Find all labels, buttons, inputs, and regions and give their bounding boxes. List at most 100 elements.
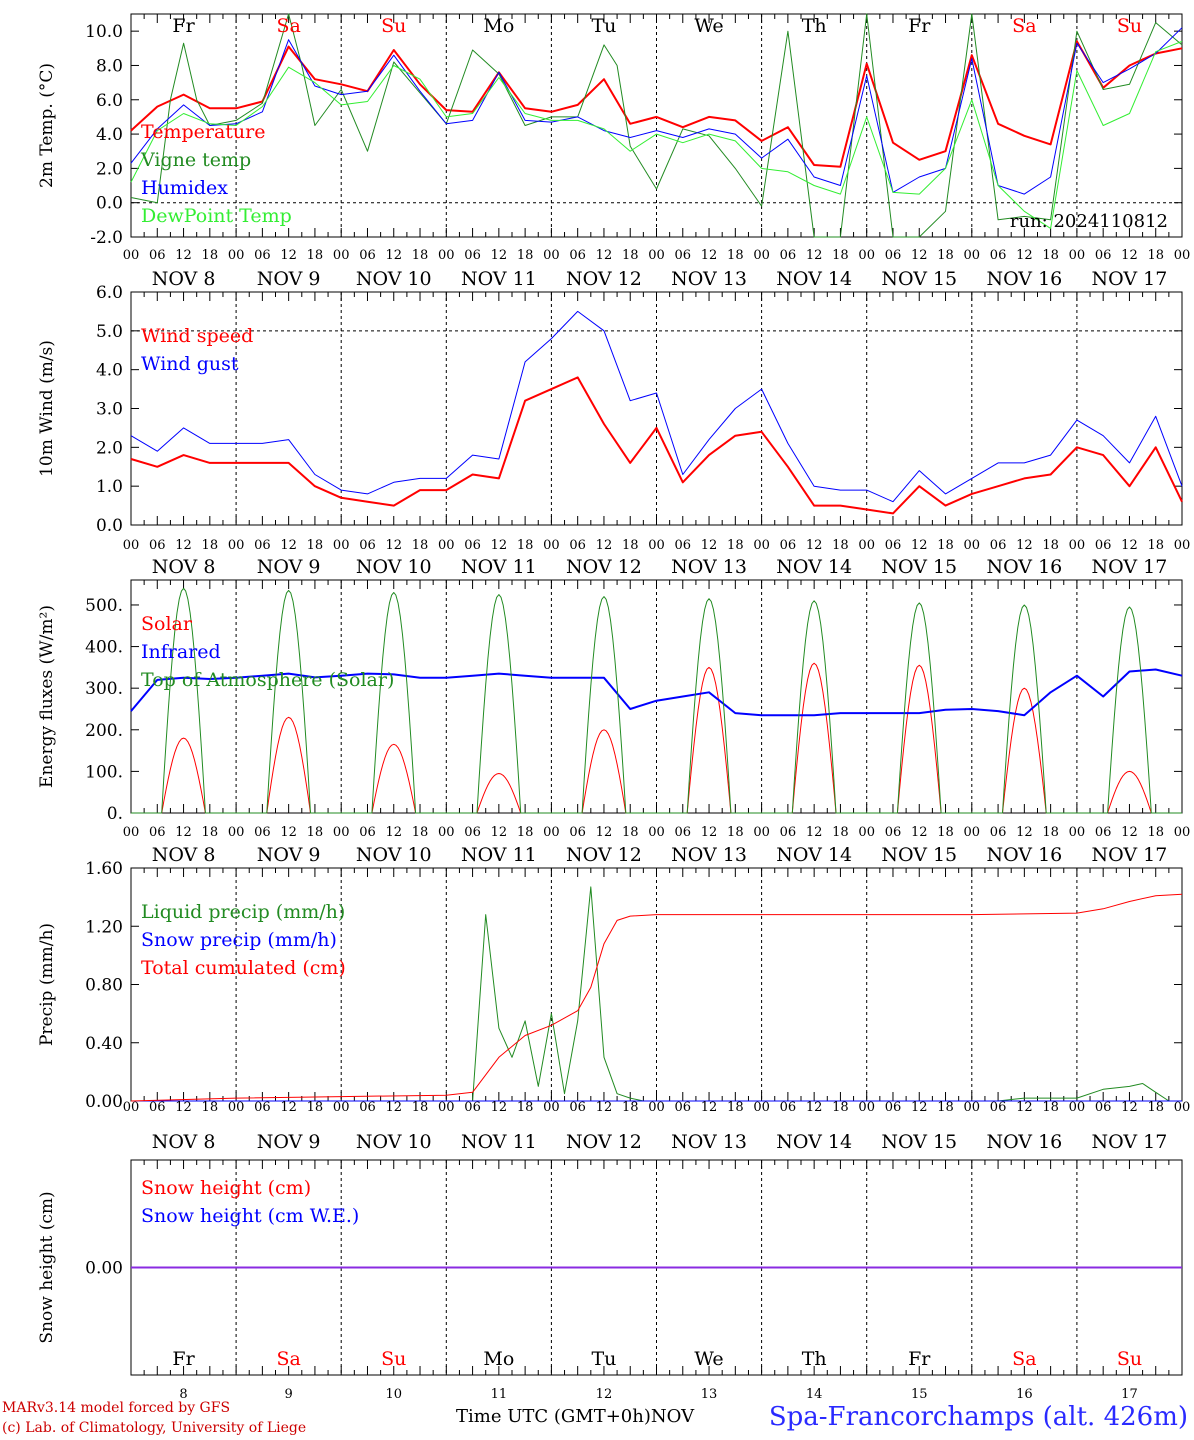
date-label: NOV 9 [257,268,321,290]
date-label: NOV 15 [881,556,957,578]
y-tick-label: 2.0 [96,438,123,458]
day-name: Fr [172,1348,195,1370]
date-label: NOV 17 [1092,844,1168,866]
y-axis-label: Precip (mm/h) [37,923,57,1046]
hour-label: 12 [701,825,718,840]
day-name: Mo [483,15,514,37]
date-label: NOV 10 [356,1131,432,1153]
hour-label: 00 [964,1100,981,1115]
hour-label: 06 [1095,825,1112,840]
series-line-wind-gust [130,310,1183,503]
hour-label: 12 [911,538,928,553]
date-label: NOV 15 [881,268,957,290]
y-tick-label: 10.0 [85,22,123,42]
hour-label: 00 [964,248,981,263]
hour-label: 12 [385,1100,402,1115]
hour-label: 12 [1121,825,1138,840]
legend-entry: Top of Atmosphere (Solar) [141,669,394,691]
hour-label: 06 [569,825,586,840]
hour-label: 18 [412,825,429,840]
hour-label: 06 [1095,1100,1112,1115]
hour-label: 18 [307,538,324,553]
day-name: Su [381,1348,406,1370]
date-label: NOV 14 [776,268,852,290]
hour-label: 12 [701,538,718,553]
date-label: NOV 17 [1092,1131,1168,1153]
hour-label: 00 [858,538,875,553]
day-number: 13 [701,1387,718,1402]
hour-label: 12 [280,538,297,553]
hour-label: 18 [1147,248,1164,263]
date-label: NOV 14 [776,556,852,578]
y-tick-label: 0.0 [96,194,123,214]
hour-label: 00 [543,1100,560,1115]
date-label: NOV 8 [152,556,216,578]
hour-label: 12 [1016,538,1033,553]
hour-label: 18 [1042,1100,1059,1115]
day-name: Th [802,1348,827,1370]
y-tick-label: 1.20 [85,917,123,937]
hour-label: 18 [937,825,954,840]
hour-label: 00 [1069,248,1086,263]
y-tick-label: 0.0 [96,516,123,536]
legend-entry: Snow height (cm W.E.) [141,1205,359,1227]
y-tick-label: 400. [85,638,123,658]
series-line-dewpoint-temp [130,40,1183,229]
day-number: 15 [911,1387,928,1402]
legend-entry: DewPoint Temp [141,205,292,227]
hour-label: 18 [622,248,639,263]
hour-label: 00 [1069,1100,1086,1115]
hour-label: 06 [149,1100,166,1115]
hour-label: 06 [359,538,376,553]
hour-label: 00 [438,825,455,840]
date-label: NOV 9 [257,1131,321,1153]
panel-1 [130,13,1183,238]
hour-label: 18 [202,538,219,553]
date-label: NOV 8 [152,844,216,866]
series-line-wind-speed [130,376,1183,515]
legend-entry: Wind gust [141,353,239,375]
hour-label: 06 [464,825,481,840]
hour-label: 18 [307,1100,324,1115]
date-label: NOV 8 [152,268,216,290]
hour-label: 00 [228,825,245,840]
legend-entry: Solar [141,613,193,635]
date-label: NOV 13 [671,268,747,290]
hour-label: 12 [806,1100,823,1115]
lab-credit: (c) Lab. of Climatology, University of L… [2,1420,307,1436]
day-name: Fr [908,15,931,37]
day-name: Tu [591,15,616,37]
hour-label: 06 [990,1100,1007,1115]
panel-2 [130,291,1183,526]
series-line-infrared [130,668,1183,717]
hour-label: 18 [727,248,744,263]
hour-label: 00 [964,825,981,840]
day-number: 11 [491,1387,508,1402]
date-label: NOV 12 [566,268,642,290]
hour-label: 12 [385,248,402,263]
hour-label: 12 [280,825,297,840]
date-label: NOV 15 [881,1131,957,1153]
hour-label: 00 [438,1100,455,1115]
hour-label: 12 [491,1100,508,1115]
series-line-top-of-atmosphere-solar- [131,587,1182,814]
date-label: NOV 10 [356,268,432,290]
hour-label: 12 [806,538,823,553]
hour-label: 06 [885,825,902,840]
y-tick-label: 6.0 [96,91,123,111]
hour-label: 00 [333,538,350,553]
hour-label: 00 [1174,248,1191,263]
hour-label: 12 [175,248,192,263]
hour-label: 06 [254,825,271,840]
series-line-vigne-temp [130,13,1183,238]
date-label: NOV 12 [566,1131,642,1153]
hour-label: 00 [964,538,981,553]
day-number: 14 [806,1387,823,1402]
hour-label: 00 [753,1100,770,1115]
hour-label: 00 [333,248,350,263]
hour-label: 06 [780,538,797,553]
day-number: 10 [385,1387,402,1402]
date-label: NOV 13 [671,1131,747,1153]
hour-label: 18 [412,538,429,553]
hour-label: 18 [937,538,954,553]
